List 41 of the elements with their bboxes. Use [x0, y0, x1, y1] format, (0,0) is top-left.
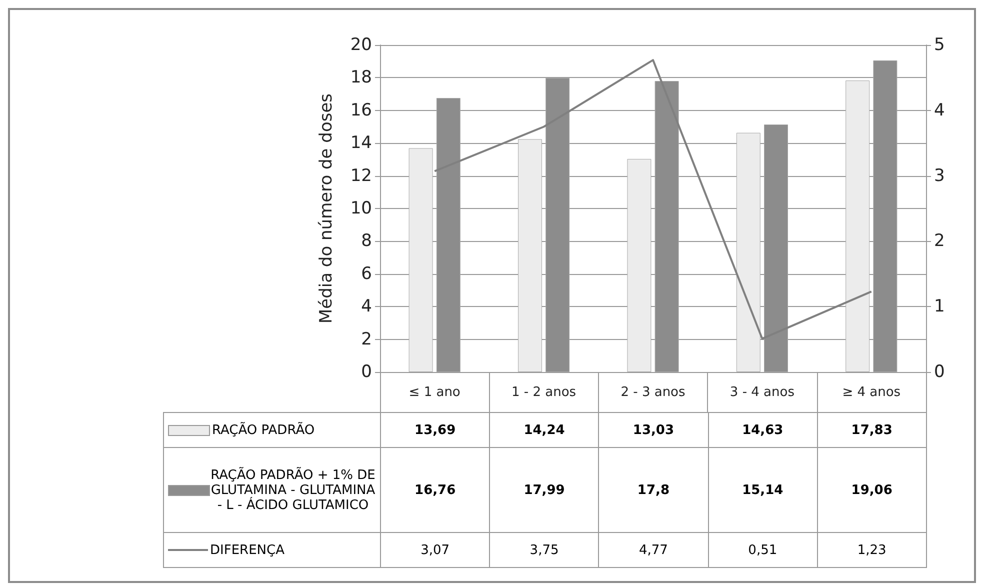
y-tick-label: 2: [361, 329, 372, 350]
x-tick-label: ≤ 1 ano: [408, 385, 460, 400]
x-tick-label: 1 - 2 anos: [512, 385, 576, 400]
y2-tick-label: 4: [934, 100, 945, 120]
data-label: 3,07: [380, 532, 490, 568]
y-tick-label: 12: [350, 166, 372, 186]
data-label: 13,69: [380, 412, 490, 448]
data-label: 3,75: [490, 532, 599, 568]
data-label: 15,14: [708, 448, 818, 532]
data-label: 17,8: [598, 448, 708, 532]
data-label: 17,99: [490, 448, 599, 532]
data-label: 1,23: [817, 532, 926, 568]
y-tick-label: 4: [361, 296, 372, 317]
legend-label: RAÇÃO PADRÃO + 1% DE GLUTAMINA - GLUTAMINA - L - ÁCIDO GLUTAMICO: [210, 468, 376, 512]
y-tick-label: 10: [350, 198, 372, 218]
data-label: 14,63: [708, 412, 818, 448]
x-tick-label: 3 - 4 anos: [730, 385, 795, 400]
data-label: 16,76: [380, 448, 490, 532]
y2-tick-label: 0: [934, 362, 945, 382]
y2-tick-label: 1: [934, 296, 945, 317]
data-label: 17,83: [817, 412, 926, 448]
data-label: 19,06: [817, 448, 926, 532]
data-label: 13,03: [598, 412, 708, 448]
x-tick-label: ≥ 4 anos: [842, 385, 901, 400]
y-tick-label: 0: [361, 362, 372, 382]
y-tick-label: 18: [350, 68, 372, 88]
y-tick-label: 6: [361, 264, 372, 284]
y2-tick-label: 3: [934, 166, 945, 186]
y2-tick-label: 5: [934, 35, 945, 55]
legend-label: DIFERENÇA: [209, 542, 286, 558]
y-tick-label: 16: [350, 100, 372, 120]
data-label: 0,51: [708, 532, 818, 568]
y-tick-label: 20: [350, 35, 372, 55]
y-axis-title: Média do número de doses: [316, 93, 336, 324]
data-label: 14,24: [490, 412, 599, 448]
y2-tick-label: 2: [934, 231, 945, 252]
x-tick-label: 2 - 3 anos: [620, 385, 686, 400]
y-tick-label: 14: [350, 133, 372, 154]
y-tick-label: 8: [361, 231, 372, 252]
legend-label: RAÇÃO PADRÃO: [211, 422, 316, 438]
data-label: 4,77: [598, 532, 708, 568]
